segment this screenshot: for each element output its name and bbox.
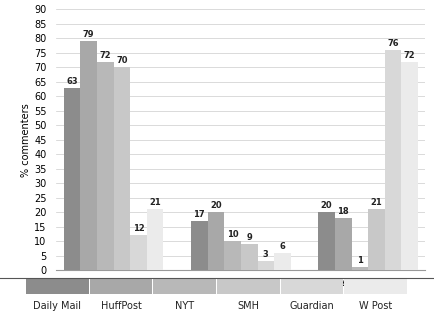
Text: 21: 21 (371, 198, 382, 207)
FancyBboxPatch shape (153, 278, 216, 294)
Bar (385, 50, 401, 270)
FancyBboxPatch shape (90, 278, 152, 294)
Text: 3: 3 (263, 250, 269, 259)
Y-axis label: % com​menters: % com​menters (21, 103, 31, 176)
Bar (274, 253, 291, 270)
Text: 6: 6 (279, 242, 286, 251)
Text: 9: 9 (247, 233, 252, 242)
Bar (368, 209, 385, 270)
Bar (257, 261, 274, 270)
Bar (97, 62, 114, 270)
FancyBboxPatch shape (281, 278, 343, 294)
Bar (64, 88, 80, 270)
Bar (401, 62, 418, 270)
FancyBboxPatch shape (26, 278, 89, 294)
Text: 17: 17 (194, 210, 205, 219)
Text: 12: 12 (133, 224, 145, 233)
Text: 21: 21 (149, 198, 161, 207)
Text: 10: 10 (227, 230, 238, 239)
Bar (352, 267, 368, 270)
FancyBboxPatch shape (344, 278, 407, 294)
Text: Daily Mail: Daily Mail (33, 301, 82, 311)
Bar (147, 209, 164, 270)
Text: 79: 79 (83, 30, 94, 39)
Text: 76: 76 (387, 39, 399, 48)
Text: SMH: SMH (237, 301, 260, 311)
Text: 63: 63 (66, 77, 78, 86)
FancyBboxPatch shape (217, 278, 280, 294)
Text: 70: 70 (116, 56, 128, 65)
Bar (114, 67, 130, 270)
Bar (224, 241, 241, 270)
Text: 20: 20 (210, 201, 222, 210)
Text: 1: 1 (357, 256, 363, 265)
Bar (207, 212, 224, 270)
Text: W Post: W Post (359, 301, 392, 311)
Bar (241, 244, 257, 270)
Text: 20: 20 (321, 201, 332, 210)
Bar (335, 218, 352, 270)
Bar (80, 41, 97, 270)
Bar (318, 212, 335, 270)
Text: Guardian: Guardian (289, 301, 335, 311)
Bar (191, 221, 207, 270)
Text: 72: 72 (404, 51, 416, 60)
Text: NYT: NYT (175, 301, 194, 311)
Text: 72: 72 (99, 51, 111, 60)
Bar (130, 235, 147, 270)
Text: HuffPost: HuffPost (101, 301, 141, 311)
Text: 18: 18 (337, 207, 349, 216)
